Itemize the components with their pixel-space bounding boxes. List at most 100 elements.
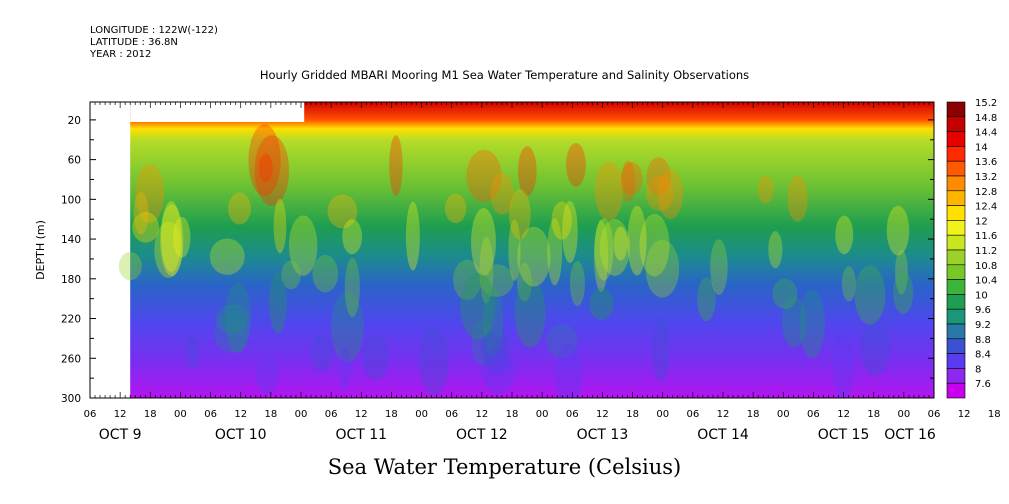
year-label: YEAR : 2012 <box>90 49 152 60</box>
colorbar-label: 10 <box>975 290 988 301</box>
field-cell <box>621 160 636 203</box>
x-hour-label: 00 <box>174 409 187 420</box>
field-cell <box>255 355 279 395</box>
field-cell <box>466 149 502 203</box>
colorbar-swatch <box>946 368 966 384</box>
field-cell <box>344 257 360 318</box>
x-hour-label: 12 <box>958 409 971 420</box>
field-cell <box>444 193 467 224</box>
field-cell <box>508 219 521 281</box>
x-hour-label: 06 <box>325 409 338 420</box>
no-data-region <box>130 102 305 122</box>
x-hour-label: 18 <box>988 409 1001 420</box>
field-cell <box>860 319 891 376</box>
field-cell <box>453 259 482 301</box>
y-tick-label: 100 <box>61 194 81 206</box>
colorbar: 15.2 14.8 14.4 14 13.6 13.2 12.8 12.4 12 11.6 11.2… <box>946 98 997 399</box>
field-cell <box>460 272 496 340</box>
x-axis-title: Sea Water Temperature (Celsius) <box>327 455 682 479</box>
field-cell <box>254 135 290 206</box>
colorbar-swatch <box>946 160 966 177</box>
colorbar-swatch <box>946 116 966 132</box>
field-cell <box>160 204 184 277</box>
colorbar-label: 13.6 <box>975 157 997 168</box>
field-cell <box>310 333 334 373</box>
field-cell <box>620 162 643 195</box>
colorbar-swatch <box>946 175 966 192</box>
field-cell <box>514 279 546 348</box>
field-cell <box>132 211 160 243</box>
colorbar-label: 11.2 <box>975 246 997 257</box>
colorbar-swatch <box>946 264 966 280</box>
x-hour-label: 06 <box>928 409 941 420</box>
field-cell <box>480 264 514 297</box>
colorbar-swatch <box>946 323 966 340</box>
x-day-label: OCT 15 <box>818 427 870 443</box>
field-cell <box>389 135 403 196</box>
colorbar-label: 8 <box>975 364 981 375</box>
colorbar-label: 10.4 <box>975 276 997 287</box>
x-hour-label: 18 <box>506 409 519 420</box>
field-cell <box>258 153 273 183</box>
colorbar-label: 8.4 <box>975 350 991 361</box>
colorbar-swatch <box>946 308 966 325</box>
x-day-label: OCT 10 <box>215 427 267 443</box>
field-cell <box>479 236 494 304</box>
field-cell <box>772 278 798 310</box>
field-cell <box>185 336 200 368</box>
x-day-label: OCT 11 <box>335 427 387 443</box>
field-cell <box>471 319 495 367</box>
field-cell <box>213 313 248 353</box>
field-cell <box>768 231 783 269</box>
x-hour-label: 00 <box>897 409 910 420</box>
x-hour-label: 12 <box>596 409 609 420</box>
y-tick-label: 180 <box>61 274 81 286</box>
field-cell <box>133 192 149 235</box>
x-hour-label: 12 <box>234 409 247 420</box>
field-cell <box>273 198 287 254</box>
y-tick-label: 220 <box>61 314 81 326</box>
colorbar-swatch <box>946 146 966 162</box>
y-axis: 20 60 100 140 180 220 260 300 <box>61 115 934 405</box>
colorbar-swatch <box>946 101 966 118</box>
field-cell <box>787 175 808 222</box>
x-hour-label: 06 <box>686 409 699 420</box>
colorbar-label: 9.2 <box>975 320 991 331</box>
colorbar-swatch <box>946 294 966 310</box>
field-cell <box>599 219 630 276</box>
field-cell <box>480 332 504 365</box>
latitude-label: LATITUDE : 36.8N <box>90 37 178 48</box>
x-hour-label: 12 <box>837 409 850 420</box>
plot-area <box>89 101 935 399</box>
field-cell <box>362 335 389 381</box>
field-cell <box>569 260 585 307</box>
field-cell <box>161 200 182 272</box>
field-cell <box>835 215 854 255</box>
field-cell <box>135 164 165 223</box>
colorbar-swatch <box>946 205 966 221</box>
field-cell <box>224 282 251 354</box>
x-hour-label: 06 <box>445 409 458 420</box>
field-cell <box>482 347 516 395</box>
x-hour-label: 06 <box>204 409 217 420</box>
field-cell <box>841 266 856 302</box>
colorbar-label: 14.4 <box>975 128 997 139</box>
x-hour-label: 00 <box>415 409 428 420</box>
x-hour-label: 00 <box>656 409 669 420</box>
field-cell <box>799 289 825 358</box>
x-hour-label: 06 <box>566 409 579 420</box>
colorbar-swatch <box>946 249 966 266</box>
field-cell <box>895 249 908 295</box>
x-hour-label: 18 <box>867 409 880 420</box>
field-cell <box>471 208 496 276</box>
colorbar-label: 12 <box>975 216 988 227</box>
field-cell <box>854 265 886 325</box>
field-cell <box>646 157 671 196</box>
field-cell <box>613 226 628 261</box>
field-cell <box>886 205 910 256</box>
field-cell <box>509 189 531 240</box>
field-cell <box>554 343 582 398</box>
field-cell <box>893 271 914 315</box>
field-cell <box>118 251 142 281</box>
field-cell <box>639 213 670 277</box>
